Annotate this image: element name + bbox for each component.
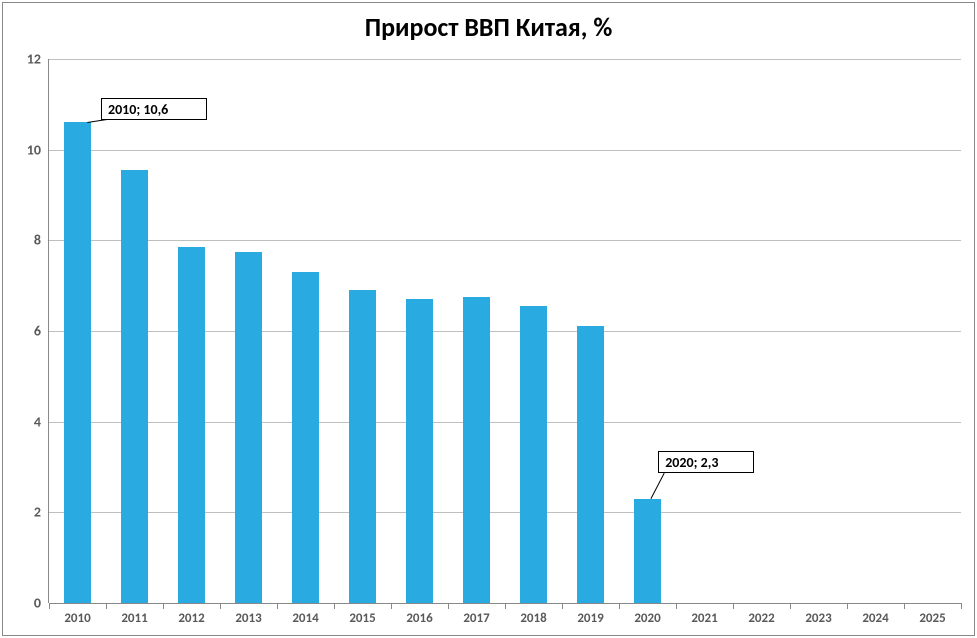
x-tick <box>961 603 962 609</box>
x-tick-label: 2019 <box>577 603 603 626</box>
bar <box>235 252 262 603</box>
x-tick <box>448 603 449 609</box>
x-tick-label: 2011 <box>121 603 147 626</box>
x-tick <box>676 603 677 609</box>
x-tick <box>505 603 506 609</box>
x-tick-label: 2024 <box>862 603 888 626</box>
bar <box>121 170 148 603</box>
x-tick <box>733 603 734 609</box>
x-tick <box>904 603 905 609</box>
x-tick <box>790 603 791 609</box>
bar <box>463 297 490 603</box>
gridline <box>49 150 961 151</box>
x-tick-label: 2016 <box>406 603 432 626</box>
x-tick <box>562 603 563 609</box>
gridline <box>49 240 961 241</box>
x-tick-label: 2021 <box>691 603 717 626</box>
y-tick-label: 4 <box>34 413 49 430</box>
y-tick-label: 8 <box>34 232 49 249</box>
y-tick-label: 6 <box>34 323 49 340</box>
x-tick-label: 2017 <box>463 603 489 626</box>
x-tick-label: 2025 <box>919 603 945 626</box>
x-tick-label: 2010 <box>64 603 90 626</box>
x-tick <box>49 603 50 609</box>
x-tick-label: 2013 <box>235 603 261 626</box>
chart-frame: Прирост ВВП Китая, % 0246810122010201120… <box>2 2 975 636</box>
x-tick <box>847 603 848 609</box>
x-tick <box>334 603 335 609</box>
x-tick-label: 2012 <box>178 603 204 626</box>
x-tick <box>220 603 221 609</box>
bar <box>292 272 319 603</box>
y-tick-label: 10 <box>27 141 49 158</box>
x-tick <box>106 603 107 609</box>
data-callout: 2020; 2,3 <box>658 451 754 473</box>
bar <box>178 247 205 603</box>
x-tick-label: 2023 <box>805 603 831 626</box>
bar <box>520 306 547 603</box>
x-tick-label: 2015 <box>349 603 375 626</box>
y-tick-label: 0 <box>34 595 49 612</box>
x-tick-label: 2014 <box>292 603 318 626</box>
bar <box>64 122 91 603</box>
y-tick-label: 2 <box>34 504 49 521</box>
gridline <box>49 59 961 60</box>
bar <box>634 499 661 603</box>
y-tick-label: 12 <box>27 51 49 68</box>
bar <box>406 299 433 603</box>
chart-title: Прирост ВВП Китая, % <box>3 11 974 43</box>
x-tick <box>391 603 392 609</box>
x-tick <box>277 603 278 609</box>
x-tick-label: 2018 <box>520 603 546 626</box>
bar <box>577 326 604 603</box>
x-tick-label: 2022 <box>748 603 774 626</box>
x-tick-label: 2020 <box>634 603 660 626</box>
x-tick <box>619 603 620 609</box>
x-tick <box>163 603 164 609</box>
plot-area: 0246810122010201120122013201420152016201… <box>49 59 961 603</box>
bar <box>349 290 376 603</box>
data-callout: 2010; 10,6 <box>101 98 207 120</box>
